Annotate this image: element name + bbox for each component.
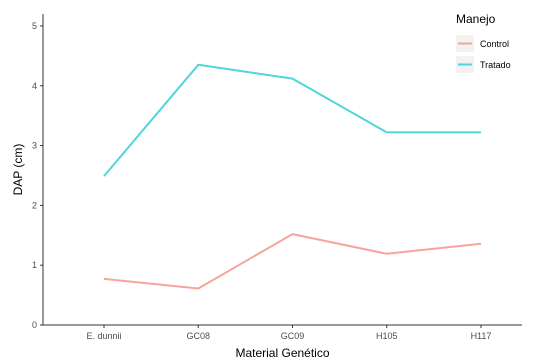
axes <box>42 14 522 326</box>
legend: Manejo Control Tratado <box>456 12 511 73</box>
series-line-tratado <box>103 63 481 177</box>
x-axis-title: Material Genético <box>235 346 329 360</box>
legend-title: Manejo <box>456 12 496 26</box>
y-tick-label: 4 <box>32 81 37 91</box>
y-tick-label: 2 <box>32 200 37 210</box>
y-tick-label: 3 <box>32 141 37 151</box>
x-axis-ticks: E. dunnii GC08 GC09 H105 H117 <box>86 325 491 341</box>
x-tick-label: GC09 <box>281 331 305 341</box>
y-tick-label: 5 <box>32 21 37 31</box>
x-tick-label: GC08 <box>186 331 210 341</box>
y-tick-label: 1 <box>32 260 37 270</box>
y-axis-ticks: 0 1 2 3 4 5 <box>32 21 43 330</box>
x-tick-label: H105 <box>376 331 398 341</box>
series-line-control <box>103 233 482 290</box>
legend-label: Control <box>480 39 509 49</box>
y-axis-title: DAP (cm) <box>11 144 25 196</box>
series-lines <box>103 63 482 290</box>
legend-label: Tratado <box>480 60 511 70</box>
x-tick-label: E. dunnii <box>86 331 121 341</box>
y-tick-label: 0 <box>32 320 37 330</box>
x-tick-label: H117 <box>471 331 492 341</box>
